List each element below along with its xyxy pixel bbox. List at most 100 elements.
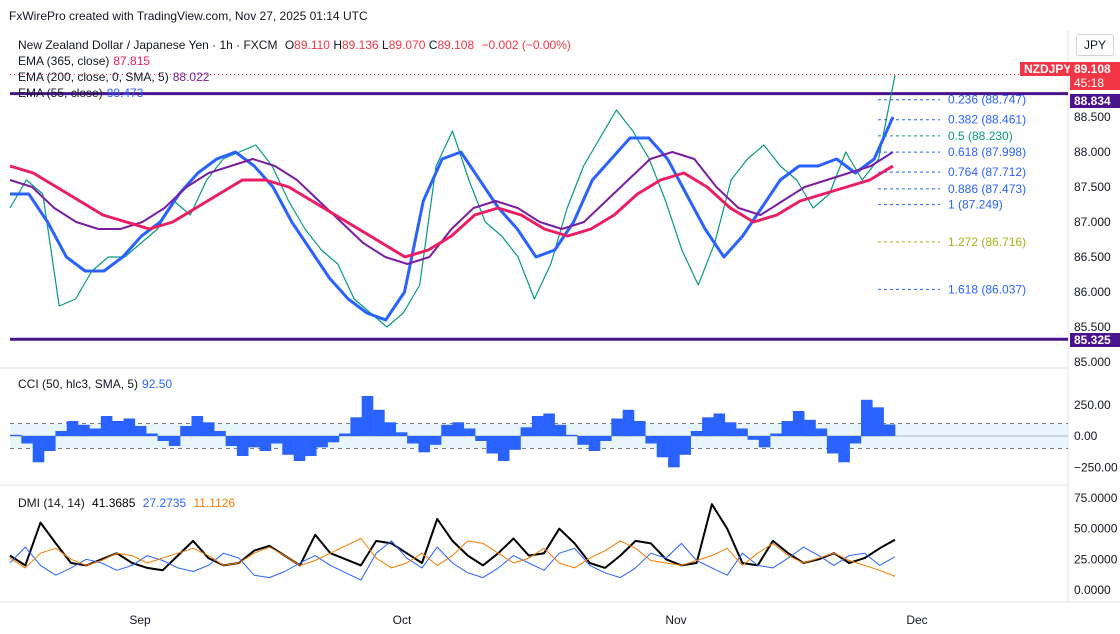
x-axis-tick: Dec — [906, 613, 927, 627]
fib-label: 0.5 (88.230) — [948, 129, 1013, 143]
cci-bar — [259, 436, 272, 451]
dmi--di — [9, 538, 896, 577]
x-axis: Sep Oct Nov Dec — [129, 613, 927, 627]
series-ema-365-close- — [9, 164, 894, 259]
cci-axis-tick: 250.00 — [1074, 398, 1111, 412]
cci-bar — [634, 421, 646, 436]
cci-bar — [316, 436, 328, 448]
cci-bar — [55, 431, 67, 436]
ema365-value: 87.815 — [113, 54, 151, 68]
cci-bar — [271, 436, 283, 444]
cci-bar — [123, 418, 136, 436]
x-axis-tick: Nov — [665, 613, 686, 627]
cci-bar — [214, 431, 226, 436]
cci-bar — [21, 436, 33, 444]
cci-bar — [668, 436, 680, 468]
cci-bar — [838, 436, 850, 463]
dmi-axis-tick: 50.0000 — [1074, 522, 1118, 536]
cci-bar — [361, 396, 374, 436]
cci-bar — [770, 433, 782, 436]
upper-line-tag: 88.834 — [1070, 94, 1120, 108]
ema365-legend[interactable]: EMA (365, close) 87.815 — [18, 54, 150, 68]
cci-bar — [849, 436, 862, 444]
fib-label: 1 (87.249) — [948, 198, 1003, 212]
cci-bar — [407, 436, 419, 444]
price-axis-tick: 88.000 — [1074, 145, 1111, 159]
price-axis-tick: 88.500 — [1074, 110, 1111, 124]
cci-bar — [486, 436, 499, 454]
cci-bar — [713, 413, 726, 436]
close-value: 89.108 — [437, 38, 475, 52]
series-ema-55-close- — [10, 116, 895, 322]
cci-bar — [758, 436, 771, 448]
dmi-legend[interactable]: DMI (14, 14) 41.3685 27.2735 11.1126 — [18, 496, 235, 510]
cci-bar — [180, 426, 192, 436]
cci-bar — [883, 424, 896, 436]
dmi-minus-value: 11.1126 — [193, 496, 236, 510]
symbol-legend: New Zealand Dollar / Japanese Yen · 1h ·… — [18, 38, 571, 52]
currency-button[interactable]: JPY — [1076, 34, 1114, 56]
cci-bar — [168, 436, 181, 446]
fib-label: 0.618 (87.998) — [948, 145, 1026, 159]
cci-bar — [792, 411, 805, 436]
cci-label: CCI (50, hlc3, SMA, 5) — [18, 377, 139, 391]
fib-label: 0.764 (87.712) — [948, 165, 1026, 179]
price-axis-tick: 87.000 — [1074, 215, 1111, 229]
fib-label: 0.886 (87.473) — [948, 182, 1026, 196]
cci-bar — [747, 436, 760, 440]
x-axis-tick: Oct — [393, 613, 412, 627]
lower-line-tag: 85.325 — [1070, 333, 1120, 347]
cci-value: 92.50 — [142, 377, 173, 391]
pane-separators — [0, 30, 1120, 603]
cci-legend[interactable]: CCI (50, hlc3, SMA, 5) 92.50 — [18, 377, 172, 391]
symbol-tag: NZDJPY — [1020, 62, 1076, 76]
dmi-adx — [9, 503, 896, 572]
cci-bar — [44, 436, 56, 451]
cci-bar — [690, 431, 703, 436]
cci-bar — [463, 428, 476, 436]
cci-bar — [509, 436, 521, 450]
cci-bar — [679, 436, 691, 455]
cci-bar — [600, 436, 612, 441]
cci-bar — [645, 436, 657, 444]
price-axis-tick: 87.500 — [1074, 180, 1111, 194]
cci-bar — [588, 436, 601, 451]
dmi-pane[interactable]: 0.0000 25.0000 50.0000 75.0000 — [9, 491, 1118, 597]
cci-pane[interactable]: 250.00 0.00 −250.00 — [10, 396, 1118, 474]
ema200-label: EMA (200, close, 0, SMA, 5) — [18, 70, 169, 84]
cci-bar — [282, 436, 294, 455]
fib-label: 1.272 (86.716) — [948, 235, 1026, 249]
low-label: L — [382, 38, 389, 52]
ema200-legend[interactable]: EMA (200, close, 0, SMA, 5) 88.022 — [18, 70, 209, 84]
cci-bar — [225, 436, 238, 446]
price-axis-tick: 86.000 — [1074, 285, 1111, 299]
price-axis-tick: 85.500 — [1074, 320, 1111, 334]
ema200-value: 88.022 — [172, 70, 210, 84]
open-value: 89.110 — [294, 38, 330, 52]
cci-bar — [826, 436, 839, 454]
cci-bar — [418, 436, 431, 453]
cci-bar — [656, 436, 669, 458]
cci-bar — [554, 424, 567, 437]
ema55-legend[interactable]: EMA (55, close) 88.473 — [18, 86, 143, 100]
cci-bar — [305, 436, 317, 456]
price-pane[interactable]: 85.000 85.500 86.000 86.500 87.000 87.500 88.0… — [9, 73, 1111, 369]
cci-bar — [350, 417, 362, 437]
cci-bar — [804, 419, 816, 437]
high-value: 89.136 — [341, 38, 379, 52]
low-value: 89.070 — [388, 38, 426, 52]
cci-bar — [157, 436, 170, 441]
cci-bar — [248, 436, 260, 448]
symbol-name: New Zealand Dollar / Japanese Yen · 1h ·… — [18, 38, 278, 52]
x-axis-tick: Sep — [129, 613, 151, 627]
cci-bar — [543, 413, 555, 436]
cci-bar — [339, 433, 351, 436]
cci-axis-tick: −250.00 — [1074, 460, 1118, 474]
cci-bar — [736, 428, 748, 436]
open-label: O — [284, 38, 295, 52]
fib-label: 0.236 (88.747) — [948, 93, 1026, 107]
cci-bar — [429, 436, 442, 445]
countdown-tag: 45:18 — [1070, 76, 1120, 90]
cci-bar — [191, 416, 204, 436]
